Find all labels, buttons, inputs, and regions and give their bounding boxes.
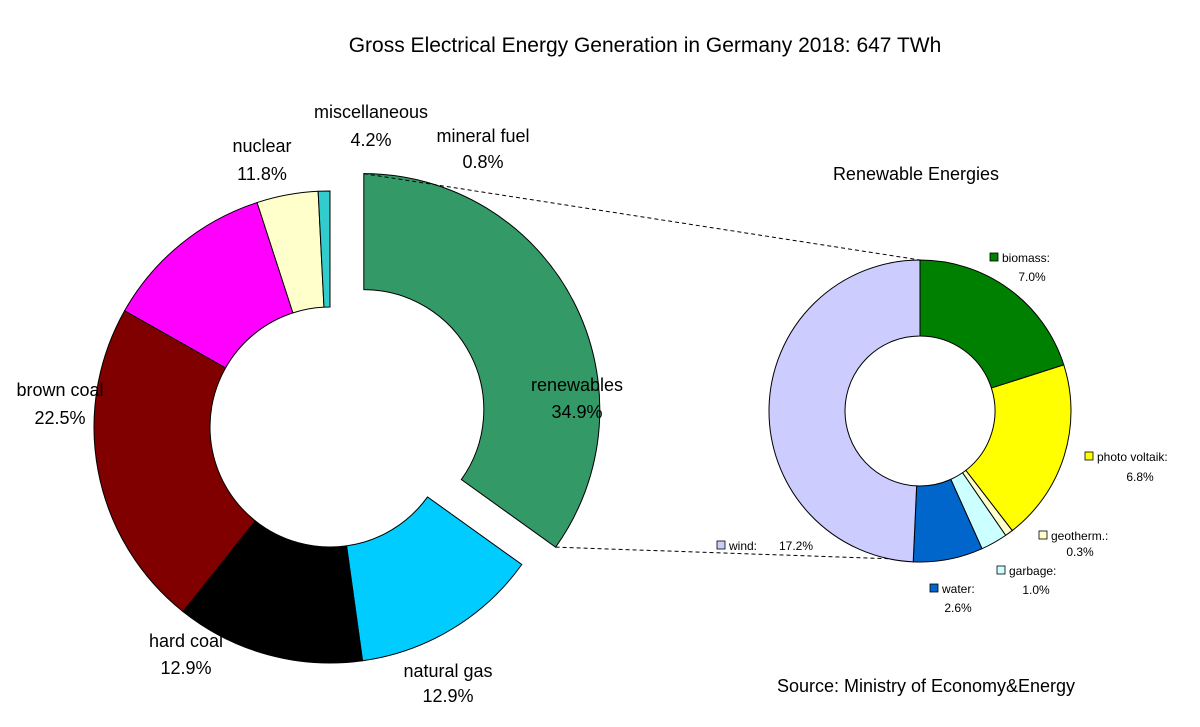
renewables-donut-chart xyxy=(768,259,1072,563)
legend-swatch-garbage xyxy=(996,565,1006,575)
value-biomass: 7.0% xyxy=(1018,270,1046,284)
slice-renewables xyxy=(363,173,601,548)
legend-swatch-geotherm xyxy=(1038,530,1048,540)
slice-mineral-fuel xyxy=(317,190,331,308)
slice-brown-coal xyxy=(93,310,256,613)
value-water: 2.6% xyxy=(944,601,972,615)
label-water: water: xyxy=(941,582,975,596)
legend-swatch-wind xyxy=(716,540,726,550)
label-mineral-fuel: mineral fuel xyxy=(436,126,529,146)
value-miscellaneous: 4.2% xyxy=(350,130,391,150)
slice-photo-voltaik xyxy=(965,364,1072,532)
connector-lines xyxy=(363,173,921,560)
label-natural-gas: natural gas xyxy=(403,661,492,681)
value-renewables: 34.9% xyxy=(551,402,602,422)
value-photo-voltaik: 6.8% xyxy=(1126,470,1154,484)
label-miscellaneous: miscellaneous xyxy=(314,102,428,122)
source-note: Source: Ministry of Economy&Energy xyxy=(777,676,1075,696)
value-nuclear: 11.8% xyxy=(237,164,287,184)
main-chart-title: Gross Electrical Energy Generation in Ge… xyxy=(349,34,942,57)
slice-wind xyxy=(768,259,921,563)
value-geotherm: 0.3% xyxy=(1066,545,1094,559)
label-wind: wind: xyxy=(728,539,757,553)
label-garbage: garbage: xyxy=(1009,564,1056,578)
label-brown-coal: brown coal xyxy=(16,380,103,400)
renewables-chart-title: Renewable Energies xyxy=(833,164,999,184)
label-geotherm: geotherm.: xyxy=(1051,529,1108,543)
value-mineral-fuel: 0.8% xyxy=(462,152,503,172)
value-hard-coal: 12.9% xyxy=(160,658,211,678)
connector-line-top xyxy=(363,173,921,261)
main-donut-chart xyxy=(93,173,601,664)
label-nuclear: nuclear xyxy=(232,136,291,156)
legend-swatch-water xyxy=(929,583,939,593)
label-renewables: renewables xyxy=(531,375,623,395)
value-garbage: 1.0% xyxy=(1022,583,1050,597)
label-hard-coal: hard coal xyxy=(149,631,223,651)
slice-biomass xyxy=(919,259,1065,389)
label-photo-voltaik: photo voltaik: xyxy=(1097,450,1168,464)
slice-natural-gas xyxy=(345,496,523,662)
legend-swatch-biomass xyxy=(989,252,999,262)
label-biomass: biomass: xyxy=(1002,251,1050,265)
value-natural-gas: 12.9% xyxy=(422,686,473,706)
renewables-chart-labels: biomass: 7.0% photo voltaik: 6.8% geotherm.:… xyxy=(716,251,1168,615)
main-chart-labels: renewables 34.9% natural gas 12.9% hard coal… xyxy=(16,102,623,706)
value-wind: 17.2% xyxy=(779,539,813,553)
legend-swatch-photo-voltaik xyxy=(1084,451,1094,461)
value-brown-coal: 22.5% xyxy=(34,408,85,428)
